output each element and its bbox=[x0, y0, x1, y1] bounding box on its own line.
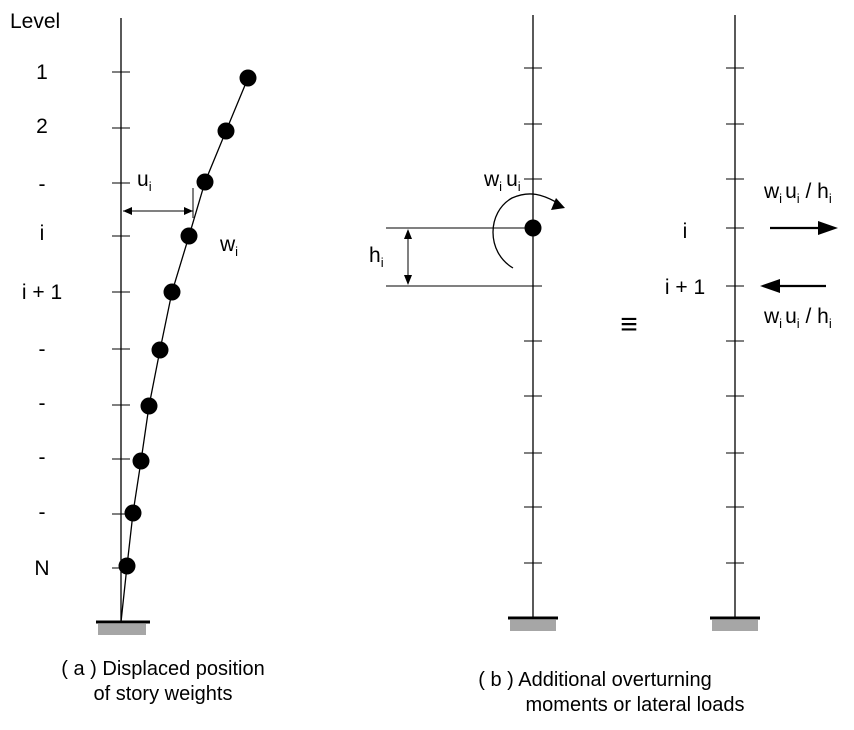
panel-b: hi wi ui ≡ i i + bbox=[369, 15, 838, 716]
displacement-label: ui bbox=[137, 168, 152, 194]
panel-a: Level 1 2 - i i + 1 - - - - N bbox=[10, 10, 265, 705]
displacement-dimension: ui bbox=[123, 168, 194, 218]
level-label-9: - bbox=[39, 501, 46, 524]
caption-a-line1: ( a ) Displaced position bbox=[61, 658, 264, 680]
story-weight-1 bbox=[239, 69, 257, 87]
story-weight-4 bbox=[180, 227, 198, 245]
lateral-load-label-top: wi ui / hi bbox=[763, 180, 832, 206]
level-i-plus-1-label: i + 1 bbox=[665, 276, 705, 299]
level-label-3: - bbox=[39, 173, 46, 196]
level-label-N: N bbox=[34, 557, 49, 580]
moment-arrow bbox=[492, 193, 565, 269]
story-weight-7 bbox=[140, 397, 158, 415]
level-ticks-b1 bbox=[524, 67, 542, 564]
story-weight-9 bbox=[124, 504, 142, 522]
level-labels: 1 2 - i i + 1 - - - - N bbox=[22, 61, 62, 580]
story-weight-i bbox=[524, 219, 542, 237]
level-ticks-b2 bbox=[726, 67, 744, 564]
support-a bbox=[96, 620, 150, 635]
lateral-load-arrow-right bbox=[770, 221, 838, 235]
story-weight-3 bbox=[196, 173, 214, 191]
weight-label: wi bbox=[219, 233, 238, 259]
level-label-i-plus-1: i + 1 bbox=[22, 281, 62, 304]
support-b2 bbox=[710, 616, 760, 631]
height-dimension: hi bbox=[369, 227, 533, 287]
support-b1 bbox=[508, 616, 558, 631]
story-weight-6 bbox=[151, 341, 169, 359]
caption-a-line2: of story weights bbox=[94, 683, 233, 705]
caption-b-line1: ( b ) Additional overturning bbox=[478, 669, 711, 691]
level-heading: Level bbox=[10, 10, 60, 33]
lateral-load-arrow-left bbox=[760, 279, 826, 293]
story-weight-2 bbox=[217, 122, 235, 140]
story-weight-8 bbox=[132, 452, 150, 470]
level-label-8: - bbox=[39, 446, 46, 469]
displaced-shape bbox=[120, 77, 249, 623]
level-label-i: i bbox=[40, 222, 45, 245]
level-label-7: - bbox=[39, 392, 46, 415]
level-label-2: 2 bbox=[36, 115, 48, 138]
level-i-label: i bbox=[683, 220, 688, 243]
caption-b-line2: moments or lateral loads bbox=[526, 694, 745, 716]
level-label-1: 1 bbox=[36, 61, 48, 84]
lateral-load-label-bottom: wi ui / hi bbox=[763, 305, 832, 331]
level-label-6: - bbox=[39, 338, 46, 361]
story-weight-5 bbox=[163, 283, 181, 301]
equivalence-symbol: ≡ bbox=[620, 308, 638, 341]
story-weights bbox=[118, 69, 257, 575]
moment-label: wi ui bbox=[483, 168, 521, 194]
height-label: hi bbox=[369, 244, 384, 270]
story-weight-10 bbox=[118, 557, 136, 575]
